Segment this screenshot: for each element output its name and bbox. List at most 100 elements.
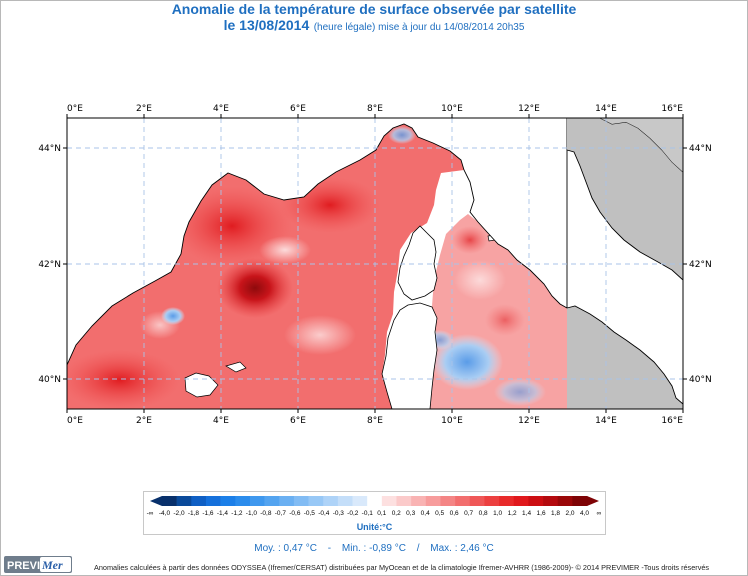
legend-swatch [396,496,412,506]
legend-arrow-low [150,496,162,506]
lat-label-right-44: 44°N [689,144,712,154]
lat-label-left-44: 44°N [38,144,61,154]
lon-label-top-10: 10°E [441,104,463,114]
map-title: Anomalie de la température de surface ob… [171,1,577,17]
legend-swatch [323,496,339,506]
legend-tick-label: -0,2 [347,510,359,517]
map-date: le 13/08/2014 [223,17,310,33]
legend-tick-label: 1,4 [522,510,531,517]
legend-tick-label: 2,0 [566,510,575,517]
logo-prefix: PREVI [7,560,40,572]
legend-swatch [308,496,324,506]
legend-arrow-high [587,496,599,506]
legend-tick-label: 0,2 [392,510,401,517]
legend-swatch [293,496,309,506]
legend-tick-label: 0,6 [450,510,459,517]
lon-label-bottom-12: 12°E [518,416,540,426]
lon-label-bottom-10: 10°E [441,416,463,426]
menorca-island [225,361,247,373]
color-legend: -∞ -4,0 -2,0 -1,8 -1,6 -1,4 -1,2 -1,0 -0,8 -0,7 -0… [143,491,606,535]
legend-swatch [572,496,588,506]
legend-tick-label: 0,4 [421,510,430,517]
legend-swatch [425,496,441,506]
italy-south-coast [566,305,683,405]
lon-label-top-4: 4°E [213,104,229,114]
legend-tick-label: 0,3 [406,510,415,517]
lat-label-left-42: 42°N [38,260,61,270]
legend-tick-label: ∞ [597,510,602,517]
legend-tick-label: -0,1 [362,510,374,517]
lon-label-top-2: 2°E [136,104,152,114]
legend-tick-label: -0,7 [275,510,287,517]
legend-swatch [279,496,295,506]
legend-swatch [220,496,236,506]
lon-label-bottom-16: 16°E [661,416,683,426]
map-update-info: (heure légale) mise à jour du 14/08/2014… [313,22,525,33]
legend-tick-label: 1,0 [493,510,502,517]
legend-tick-label: -0,5 [304,510,316,517]
stat-mean: Moy. : 0,47 °C [254,543,317,554]
legend-swatch [469,496,485,506]
tick-marks [63,114,687,413]
legend-swatch [337,496,353,506]
lon-label-top-12: 12°E [518,104,540,114]
legend-tick-label: -0,8 [260,510,272,517]
lon-label-bottom-4: 4°E [213,416,229,426]
stat-max: Max. : 2,46 °C [430,543,494,554]
legend-swatch [367,496,383,506]
lon-label-bottom-14: 14°E [595,416,617,426]
lon-label-top-14: 14°E [595,104,617,114]
legend-tick-label: -0,4 [318,510,330,517]
legend-tick-label: -0,3 [333,510,345,517]
legend-tick-label: 0,8 [479,510,488,517]
graticule [67,118,683,409]
lon-label-bottom-8: 8°E [367,416,383,426]
legend-tick-label: -4,0 [159,510,171,517]
legend-swatch [557,496,573,506]
legend-tick-label: 1,2 [508,510,517,517]
stat-min: Min. : -0,89 °C [341,543,406,554]
legend-tick-label: -1,4 [217,510,229,517]
logo-suffix: Mer [41,558,63,572]
legend-tick-label: -∞ [147,510,154,517]
lat-label-left-40: 40°N [38,375,61,385]
legend-swatch [411,496,427,506]
lon-label-top-16: 16°E [661,104,683,114]
legend-swatch [264,496,280,506]
legend-colorbar: -∞ -4,0 -2,0 -1,8 -1,6 -1,4 -1,2 -1,0 -0,8 -0,7 -0… [147,496,602,517]
mainland-coast [67,118,568,366]
sardinia-island [381,302,438,409]
unprocessed-area [567,118,683,409]
legend-tick-label: 1,8 [551,510,560,517]
legend-swatch [513,496,529,506]
legend-swatch [528,496,544,506]
lon-label-bottom-6: 6°E [290,416,306,426]
legend-tick-label: 1,6 [537,510,546,517]
legend-tick-label: -1,2 [231,510,243,517]
lon-label-top-0: 0°E [67,104,83,114]
legend-tick-label: -0,6 [289,510,301,517]
legend-swatch [543,496,558,506]
legend-swatch [381,496,397,506]
legend-unit: Unité:°C [356,522,393,532]
stats-line: Moy. : 0,47 °C - Min. : -0,89 °C / Max. … [254,543,494,554]
legend-swatch [176,496,192,506]
map-subtitle: le 13/08/2014 (heure légale) mise à jour… [0,17,748,35]
legend-tick-label: -2,0 [173,510,185,517]
legend-tick-label: -1,8 [188,510,200,517]
legend-tick-label: -1,6 [202,510,214,517]
lat-label-right-42: 42°N [689,260,712,270]
legend-swatch [191,496,207,506]
legend-tick-label: 0,5 [435,510,444,517]
corsica-island [397,225,438,301]
lon-label-bottom-2: 2°E [136,416,152,426]
lon-label-top-8: 8°E [367,104,383,114]
legend-swatch [499,496,515,506]
legend-swatch [162,496,177,506]
legend-swatch [249,496,265,506]
footer-credits: Anomalies calculées à partir des données… [94,563,710,572]
legend-swatch [205,496,221,506]
legend-swatch [455,496,471,506]
legend-swatch [235,496,251,506]
lon-label-bottom-0: 0°E [67,416,83,426]
